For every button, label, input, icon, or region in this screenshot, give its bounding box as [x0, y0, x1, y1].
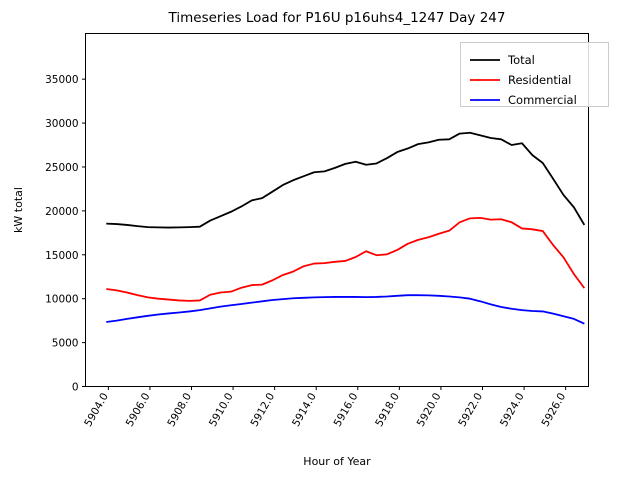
data-series-group [106, 131, 586, 325]
y-tick-label: 5000 [52, 338, 79, 350]
legend-label-residential: Residential [508, 73, 571, 87]
x-tick-label: 5926.0 [539, 391, 568, 429]
y-tick-label: 25000 [45, 162, 78, 174]
y-tick-label: 30000 [45, 118, 78, 130]
x-tick-label: 5920.0 [415, 391, 444, 429]
legend-background [460, 42, 609, 107]
x-tick-label: 5910.0 [207, 391, 236, 429]
legend-label-total: Total [507, 53, 535, 67]
x-tick-label: 5918.0 [373, 391, 402, 429]
x-tick-label: 5906.0 [124, 391, 153, 429]
x-tick-label: 5912.0 [248, 391, 277, 429]
y-axis-ticks: 0 5000 10000 15000 20000 25000 30000 35000 [45, 74, 86, 394]
x-axis-label: Hour of Year [303, 455, 371, 468]
y-axis-label: kW total [12, 187, 25, 233]
x-tick-label: 5904.0 [82, 391, 111, 429]
chart-legend[interactable]: Total Residential Commercial [460, 42, 609, 108]
series-line-total [106, 131, 586, 229]
plot-axes-frame [85, 33, 589, 387]
x-tick-label: 5922.0 [456, 391, 485, 429]
x-axis-ticks: 5904.0 5906.0 5908.0 5910.0 5912.0 5914.0 5916… [82, 386, 568, 429]
x-tick-label: 5916.0 [332, 391, 361, 429]
series-line-commercial [106, 294, 585, 325]
x-tick-label: 5924.0 [498, 391, 527, 429]
x-tick-label: 5908.0 [165, 391, 194, 429]
y-tick-label: 20000 [45, 206, 78, 218]
y-tick-label: 15000 [45, 250, 78, 262]
series-line-residential [106, 216, 586, 302]
x-tick-label: 5914.0 [290, 391, 319, 429]
legend-entries: Total Residential Commercial [470, 53, 577, 107]
y-tick-label: 0 [72, 382, 79, 394]
legend-label-commercial: Commercial [508, 93, 577, 107]
chart-title: Timeseries Load for P16U p16uhs4_1247 Da… [168, 10, 506, 26]
y-tick-label: 10000 [45, 294, 78, 306]
y-tick-label: 35000 [45, 74, 78, 86]
